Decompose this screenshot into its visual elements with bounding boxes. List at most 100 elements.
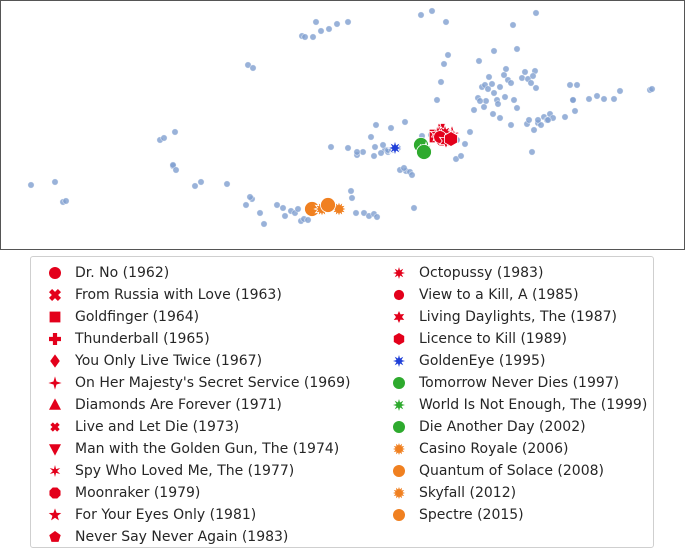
legend-marker-icon — [393, 509, 405, 521]
background-point — [172, 166, 180, 174]
legend-label: Living Daylights, The (1987) — [419, 309, 617, 325]
legend-label: You Only Live Twice (1967) — [75, 353, 263, 369]
legend-item: GoldenEye (1995) — [389, 350, 647, 372]
background-point — [344, 18, 352, 26]
legend-label: On Her Majesty's Secret Service (1969) — [75, 375, 351, 391]
background-point — [249, 64, 257, 72]
background-point — [371, 143, 379, 151]
background-point — [593, 92, 601, 100]
background-point — [309, 33, 317, 41]
background-point — [171, 128, 179, 136]
legend-marker-icon — [50, 422, 60, 432]
background-point — [377, 149, 385, 157]
legend-marker-icon — [49, 311, 61, 323]
background-point — [476, 97, 484, 105]
background-point — [437, 78, 445, 86]
background-point — [561, 113, 569, 121]
background-point — [360, 209, 368, 217]
legend: Dr. No (1962) From Russia with Love (1963… — [30, 256, 654, 548]
background-point — [442, 18, 450, 26]
background-point — [532, 9, 540, 17]
background-point — [513, 104, 521, 112]
legend-marker-icon — [393, 311, 405, 323]
legend-item: Diamonds Are Forever (1971) — [45, 394, 350, 416]
background-point — [281, 212, 289, 220]
legend-label: Spectre (2015) — [419, 507, 524, 523]
background-point — [466, 128, 474, 136]
legend-item: Quantum of Solace (2008) — [389, 460, 647, 482]
background-point — [428, 7, 436, 15]
background-point — [353, 148, 361, 156]
background-point — [256, 209, 264, 217]
background-point — [367, 133, 375, 141]
legend-label: Thunderball (1965) — [75, 331, 210, 347]
film-point-16 — [444, 131, 458, 147]
legend-marker-icon — [49, 531, 61, 542]
legend-label: Quantum of Solace (2008) — [419, 463, 604, 479]
legend-item: Live and Let Die (1973) — [45, 416, 350, 438]
background-point — [488, 80, 496, 88]
legend-item: Spy Who Loved Me, The (1977) — [45, 460, 350, 482]
background-point — [62, 197, 70, 205]
legend-item: Tomorrow Never Dies (1997) — [389, 372, 647, 394]
legend-label: View to a Kill, A (1985) — [419, 287, 579, 303]
legend-label: Goldfinger (1964) — [75, 309, 200, 325]
legend-item: Octopussy (1983) — [389, 262, 647, 284]
legend-marker-icon — [49, 487, 61, 499]
legend-item: Skyfall (2012) — [389, 482, 647, 504]
background-point — [347, 187, 355, 195]
background-point — [485, 73, 493, 81]
background-point — [510, 96, 518, 104]
background-point — [401, 118, 409, 126]
background-point — [246, 193, 254, 201]
background-point — [648, 85, 656, 93]
legend-column-right: Octopussy (1983) View to a Kill, A (1985)… — [389, 262, 647, 526]
background-point — [169, 161, 177, 169]
legend-marker-icon — [393, 399, 405, 411]
legend-item: Man with the Golden Gun, The (1974) — [45, 438, 350, 460]
background-point — [525, 116, 533, 124]
legend-item: Thunderball (1965) — [45, 328, 350, 350]
background-point — [417, 11, 425, 19]
legend-marker-icon — [48, 376, 62, 390]
background-point — [573, 81, 581, 89]
background-point — [352, 209, 360, 217]
legend-item: Dr. No (1962) — [45, 262, 350, 284]
background-point — [501, 93, 509, 101]
legend-marker-icon — [48, 508, 62, 521]
background-point — [260, 220, 268, 228]
film-point-24 — [320, 197, 336, 213]
background-point — [571, 107, 579, 115]
background-point — [273, 201, 281, 209]
background-point — [197, 178, 205, 186]
background-point — [444, 51, 452, 59]
background-point — [408, 171, 416, 179]
background-point — [457, 152, 465, 160]
background-point — [507, 79, 515, 87]
film-point-20 — [416, 144, 432, 160]
background-point — [452, 155, 460, 163]
background-point — [509, 21, 517, 29]
background-point — [317, 27, 325, 35]
background-point — [461, 140, 469, 148]
legend-item: Living Daylights, The (1987) — [389, 306, 647, 328]
legend-label: From Russia with Love (1963) — [75, 287, 282, 303]
legend-marker-icon — [393, 333, 405, 345]
legend-item: Moonraker (1979) — [45, 482, 350, 504]
legend-label: GoldenEye (1995) — [419, 353, 546, 369]
legend-marker-icon — [49, 465, 61, 477]
background-point — [191, 182, 199, 190]
legend-item: Never Say Never Again (1983) — [45, 526, 350, 548]
background-point — [489, 110, 497, 118]
legend-item: Die Another Day (2002) — [389, 416, 647, 438]
legend-marker-icon — [393, 377, 405, 389]
background-point — [494, 100, 502, 108]
background-point — [160, 134, 168, 142]
film-point-17 — [386, 139, 404, 157]
background-point — [527, 79, 535, 87]
legend-marker-icon — [50, 354, 60, 368]
background-point — [387, 124, 395, 132]
legend-item: From Russia with Love (1963) — [45, 284, 350, 306]
background-point — [27, 181, 35, 189]
background-point — [569, 96, 577, 104]
